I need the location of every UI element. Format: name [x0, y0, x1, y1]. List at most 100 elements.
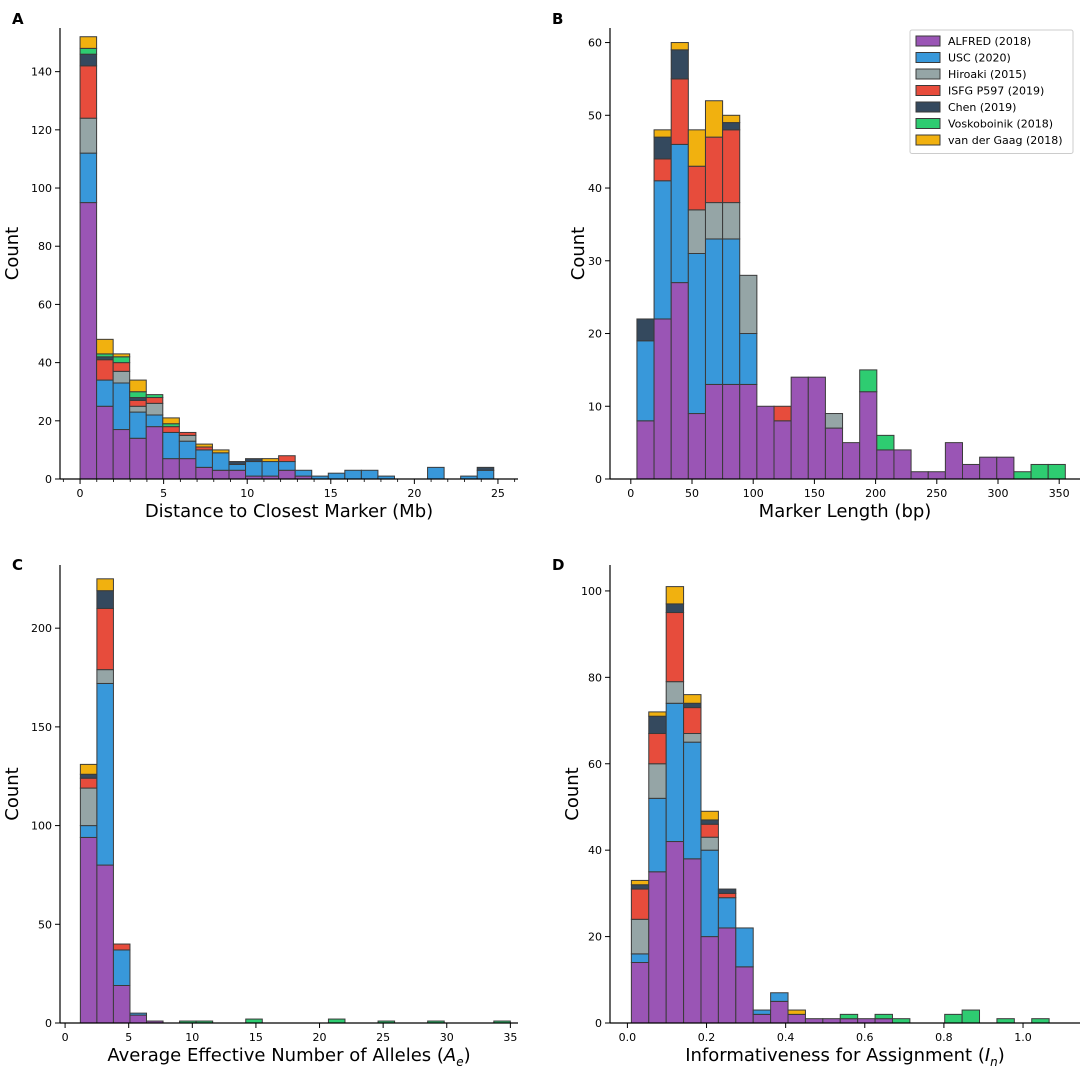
bar-segment-usc: [770, 992, 789, 1002]
bar-segment-alfred: [859, 391, 878, 480]
bar-segment-alfred: [962, 463, 981, 480]
bar-segment-usc: [717, 897, 737, 929]
bar-segment-chen: [636, 318, 655, 342]
bar-segment-vdg: [653, 129, 672, 138]
bar-segment-alfred: [129, 1014, 148, 1024]
bar-segment-alfred: [717, 927, 737, 1024]
x-tick-label: 20: [313, 1031, 327, 1044]
bar-segment-alfred: [787, 1013, 806, 1024]
bars: [79, 578, 511, 1024]
bar-segment-isfg: [665, 612, 685, 683]
bar-segment-vosko: [112, 356, 131, 364]
bar-segment-usc: [630, 953, 650, 964]
bar-segment-usc: [653, 180, 672, 320]
x-tick-label: 0: [62, 1031, 69, 1044]
x-tick-label: 1.0: [1014, 1031, 1032, 1044]
bar-segment-alfred: [683, 858, 702, 1024]
bar-segment-alfred: [770, 1000, 789, 1024]
bar-segment-usc: [700, 849, 719, 938]
bar-segment-alfred: [636, 420, 655, 480]
y-tick-label: 20: [38, 415, 52, 428]
bar-segment-chen: [683, 702, 702, 709]
x-tick-label: 25: [376, 1031, 390, 1044]
bar-segment-usc: [129, 411, 147, 439]
bar-segment-isfg: [648, 733, 667, 765]
bar-segment-isfg: [773, 405, 792, 422]
bar-segment-usc: [683, 741, 702, 860]
bar-segment-vdg: [129, 379, 147, 393]
bar-segment-usc: [687, 253, 706, 415]
legend-swatch-chen: [915, 101, 941, 113]
bar-segment-usc: [245, 461, 263, 477]
bar-segment-chen: [245, 458, 263, 463]
bar-segment-isfg: [704, 136, 724, 204]
legend-swatch-usc: [915, 52, 941, 63]
bar-segment-hiroaki: [648, 763, 667, 799]
bar-segment-alfred: [804, 1018, 824, 1024]
x-label-main: Informativeness for Assignment (: [685, 1045, 985, 1066]
y-tick-label: 50: [38, 918, 52, 931]
bar-segment-isfg: [630, 888, 650, 920]
bar-segment-hiroaki: [96, 669, 114, 684]
legend-swatch-vosko: [915, 118, 941, 129]
bar-segment-usc: [129, 1012, 148, 1016]
bar-segment-alfred: [704, 383, 724, 480]
bar-segment-isfg: [683, 707, 702, 735]
bar-segment-vdg: [683, 694, 702, 704]
y-tick-label: 20: [588, 328, 602, 341]
bar-segment-vdg: [787, 1009, 806, 1015]
bar-segment-usc: [211, 452, 230, 471]
panel-letter: C: [12, 556, 23, 574]
panel-letter: A: [12, 10, 24, 28]
y-tick-label: 200: [31, 622, 52, 635]
y-tick-label: 60: [588, 37, 602, 50]
x-tick-label: 0: [77, 487, 84, 500]
bar-segment-hiroaki: [739, 274, 758, 335]
x-axis-label: Average Effective Number of Alleles (Ae): [107, 1045, 470, 1068]
bar-segment-vdg: [670, 42, 689, 51]
legend-label-chen: Chen (2019): [948, 101, 1016, 114]
bar-segment-alfred: [910, 471, 929, 480]
bar-segment-hiroaki: [687, 209, 706, 255]
bar-segment-usc: [96, 682, 114, 866]
x-label-subscript: n: [990, 1055, 998, 1068]
x-tick-label: 0.0: [619, 1031, 637, 1044]
legend-label-vdg: van der Gaag (2018): [948, 134, 1063, 147]
legend-label-vosko: Voskoboinik (2018): [948, 118, 1053, 131]
bar-segment-alfred: [670, 282, 689, 480]
legend-swatch-hiroaki: [915, 68, 941, 80]
bar-segment-isfg: [722, 129, 741, 204]
bar-segment-hiroaki: [79, 117, 98, 154]
bar-segment-isfg: [653, 158, 672, 182]
x-axis-label: Informativeness for Assignment (In): [685, 1045, 1005, 1068]
panel-letter: B: [552, 10, 563, 28]
bar-segment-vdg: [630, 879, 650, 886]
bar-segment-isfg: [162, 426, 180, 433]
bar-segment-vosko: [874, 1013, 893, 1020]
bar-segment-alfred: [79, 202, 98, 480]
bars: [630, 586, 1050, 1024]
x-axis-label: Distance to Closest Marker (Mb): [145, 501, 433, 522]
bar-segment-alfred: [211, 469, 230, 480]
bars: [79, 36, 495, 480]
y-tick-label: 80: [588, 671, 602, 684]
bar-segment-usc: [739, 333, 758, 385]
bar-segment-chen: [79, 53, 98, 67]
bar-segment-vosko: [79, 47, 98, 55]
x-tick-label: 0.4: [777, 1031, 795, 1044]
x-axis-label: Marker Length (bp): [759, 501, 932, 522]
y-tick-label: 100: [31, 182, 52, 195]
bar-segment-alfred: [944, 442, 963, 480]
bar-segment-alfred: [876, 449, 895, 480]
bar-segment-usc: [722, 238, 741, 385]
bar-segment-alfred: [112, 429, 131, 480]
x-tick-label: 100: [743, 487, 764, 500]
legend-label-usc: USC (2020): [948, 52, 1011, 65]
bar-segment-vosko: [145, 394, 164, 399]
bar-segment-isfg: [79, 777, 98, 789]
legend-swatch-isfg: [915, 85, 941, 96]
bars: [636, 42, 1066, 480]
x-tick-label: 0.8: [935, 1031, 953, 1044]
x-tick-label: 5: [160, 487, 167, 500]
